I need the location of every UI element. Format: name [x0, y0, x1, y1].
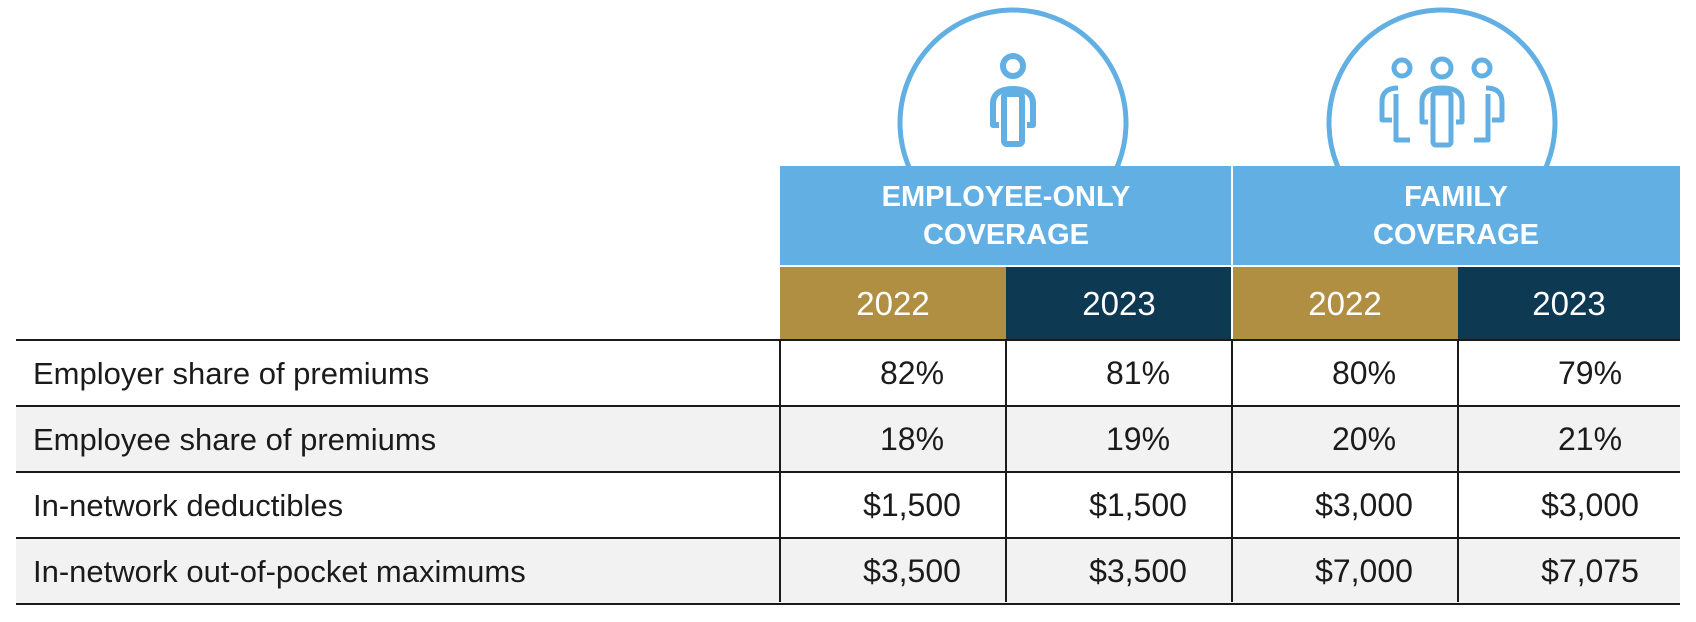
header-separator	[1231, 166, 1233, 340]
table-row: In-network deductibles $1,500 $1,500 $3,…	[16, 473, 1680, 538]
employee-only-icon-badge	[895, 0, 1131, 168]
table-row: Employee share of premiums 18% 19% 20% 2…	[16, 407, 1680, 472]
table-cell: $3,500	[1089, 553, 1187, 589]
group-title-line1: EMPLOYEE-ONLY	[881, 180, 1131, 213]
column-divider	[1005, 340, 1007, 602]
year-header-employee-2022: 2022	[780, 267, 1006, 340]
table-cell: 20%	[1331, 421, 1397, 457]
table-cell: 80%	[1331, 355, 1397, 391]
row-label: In-network out-of-pocket maximums	[33, 553, 526, 589]
column-divider	[1457, 340, 1459, 602]
table-rule	[16, 471, 1680, 473]
group-title-line2: COVERAGE	[923, 218, 1089, 251]
year-header-employee-2023: 2023	[1006, 267, 1232, 340]
table-rule	[16, 405, 1680, 407]
table-cell: 21%	[1557, 421, 1623, 457]
year-header-family-2022: 2022	[1232, 267, 1458, 340]
table-row: Employer share of premiums 82% 81% 80% 7…	[16, 341, 1680, 406]
row-label: In-network deductibles	[33, 487, 344, 523]
table-cell: 81%	[1105, 355, 1171, 391]
single-person-icon	[897, 7, 1129, 168]
table-cell: $3,000	[1315, 487, 1413, 523]
table-cell: 79%	[1557, 355, 1623, 391]
group-title-line2: COVERAGE	[1373, 218, 1539, 251]
table-cell: $7,075	[1541, 553, 1639, 589]
table-cell: $3,500	[863, 553, 961, 589]
table-rule	[16, 537, 1680, 539]
table-cell: 82%	[879, 355, 945, 391]
family-icon-badge	[1324, 0, 1560, 168]
year-header-family-2023: 2023	[1458, 267, 1680, 340]
table-rule	[16, 339, 1680, 341]
row-label: Employer share of premiums	[33, 355, 430, 391]
table-cell: 18%	[879, 421, 945, 457]
employee-only-coverage-header: EMPLOYEE-ONLY COVERAGE	[780, 166, 1232, 265]
table-cell: $3,000	[1541, 487, 1639, 523]
column-divider	[779, 340, 781, 602]
family-coverage-header: FAMILY COVERAGE	[1232, 166, 1680, 265]
row-label: Employee share of premiums	[33, 421, 437, 457]
family-icon	[1326, 7, 1558, 168]
table-cell: 19%	[1105, 421, 1171, 457]
table-row: In-network out-of-pocket maximums $3,500…	[16, 539, 1680, 604]
table-cell: $1,500	[1089, 487, 1187, 523]
table-rule	[16, 603, 1680, 605]
group-title-line1: FAMILY	[1404, 180, 1508, 213]
table-cell: $7,000	[1315, 553, 1413, 589]
column-divider	[1231, 340, 1233, 602]
table-cell: $1,500	[863, 487, 961, 523]
